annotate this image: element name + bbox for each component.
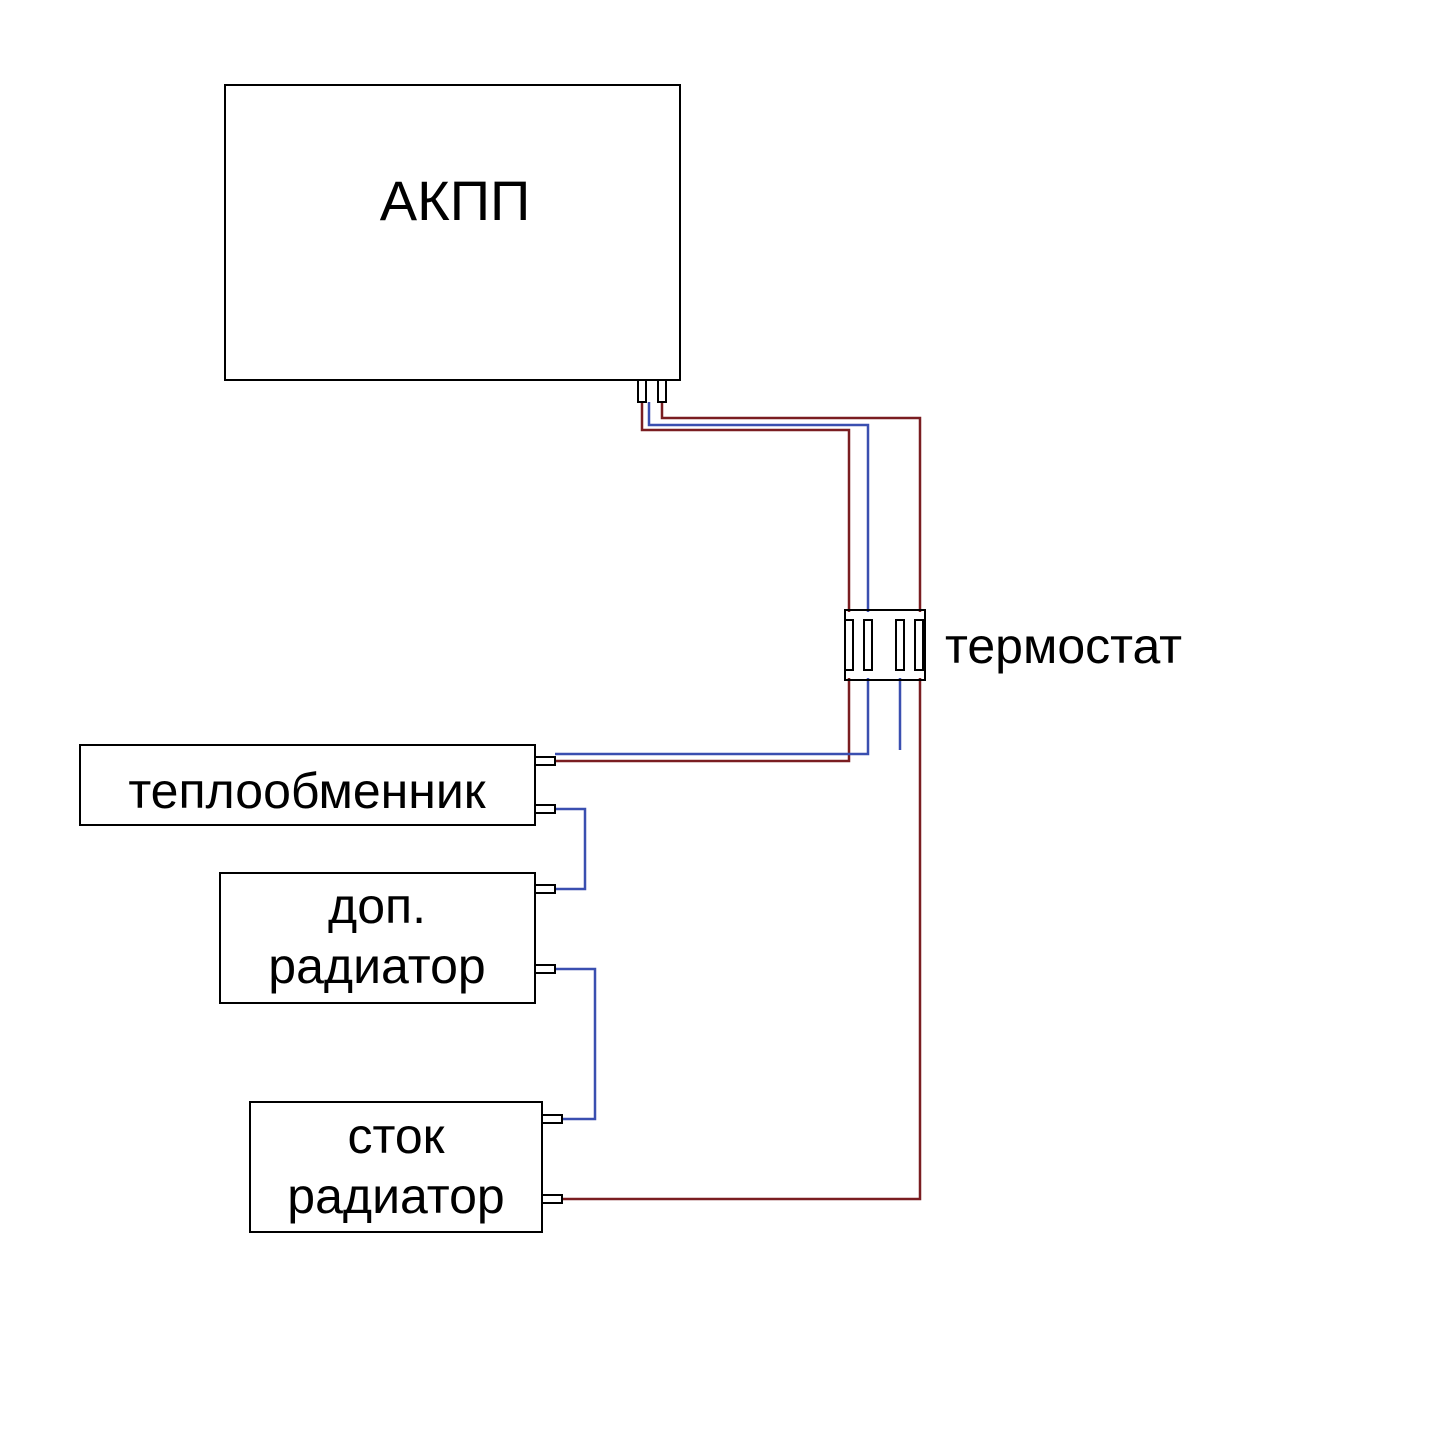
connector-stub [896,620,904,670]
stock-radiator-label: сток [347,1108,445,1164]
connector-stub [535,965,555,973]
connector-stub [542,1115,562,1123]
connector-stub [535,805,555,813]
akpp-box [225,85,680,380]
extra-radiator-label: доп. [328,878,426,934]
connector-stub [542,1195,562,1203]
stock-radiator-label: радиатор [287,1168,504,1224]
thermostat-label: термостат [945,618,1182,674]
heat-exchanger-label: теплообменник [128,763,486,819]
connector-stub [638,380,646,402]
cooling-diagram: АКППтеплообменникдоп.радиаторстокрадиато… [0,0,1445,1453]
connector-stub [658,380,666,402]
extra-radiator-label: радиатор [268,938,485,994]
connector-stub [535,885,555,893]
akpp-label: АКПП [380,169,530,232]
connector-stub [845,620,853,670]
connector-stub [535,757,555,765]
connector-stub [915,620,923,670]
connector-stub [864,620,872,670]
